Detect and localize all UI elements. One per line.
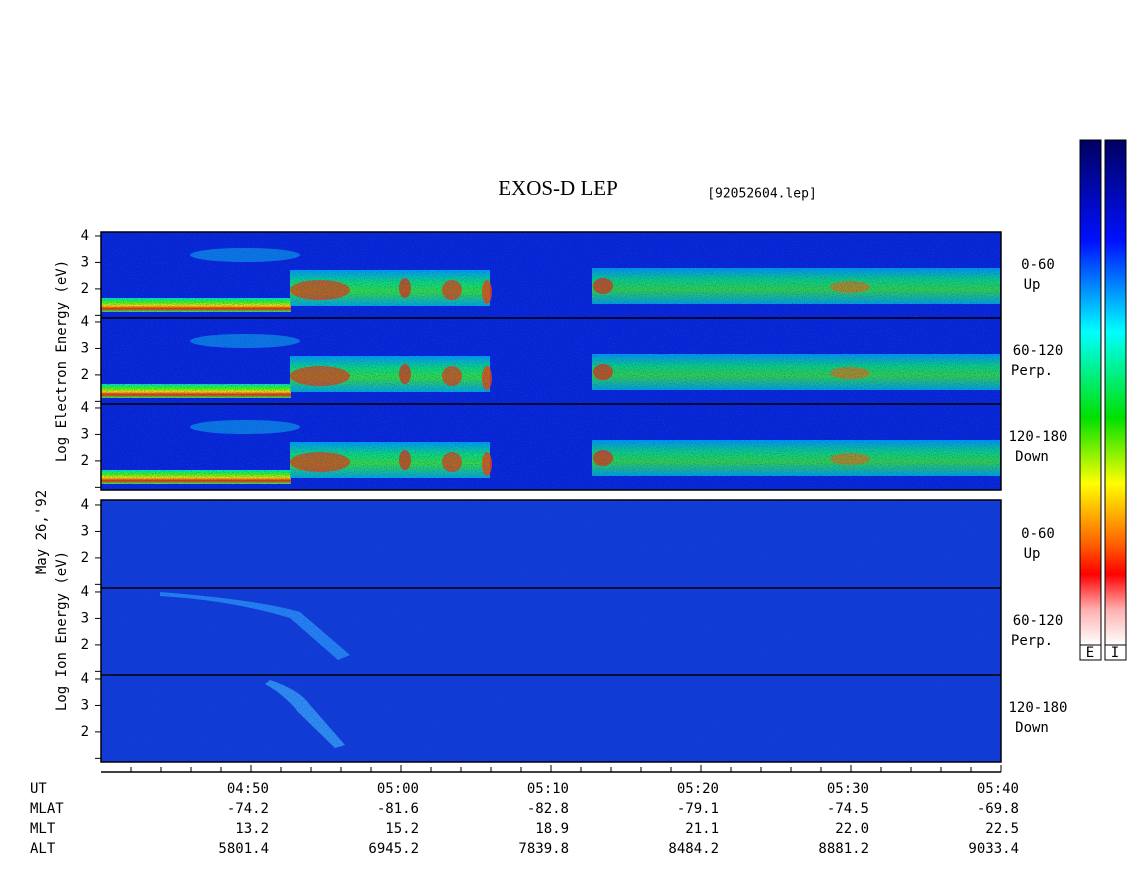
y-tick-label: 2 (81, 281, 89, 297)
ephemeris-value: 8881.2 (818, 841, 869, 857)
direction: Down (1015, 449, 1049, 465)
ephemeris-value: 8484.2 (668, 841, 719, 857)
x-tick-label: 05:40 (977, 781, 1019, 797)
date: May 26,'92 (34, 490, 50, 574)
colorbar-label: I (1111, 645, 1119, 661)
direction: Up (1024, 546, 1041, 562)
ephemeris-value: 22.0 (835, 821, 869, 837)
x-tick-label: 05:00 (377, 781, 419, 797)
y-tick-label: 3 (81, 340, 89, 356)
x-tick-label: 05:10 (527, 781, 569, 797)
ephemeris-value: -81.6 (377, 801, 419, 817)
y-tick-label: 2 (81, 637, 89, 653)
title: EXOS-D LEP (498, 176, 618, 200)
ephemeris-value: 15.2 (385, 821, 419, 837)
y-tick-label: 3 (81, 254, 89, 270)
pitch-angle: 60-120 (1013, 613, 1064, 629)
y-tick-label: 4 (81, 497, 89, 513)
direction: Perp. (1011, 363, 1053, 379)
ephemeris-value: -74.2 (227, 801, 269, 817)
x-tick-label: 04:50 (227, 781, 269, 797)
ephemeris-value: -82.8 (527, 801, 569, 817)
ephemeris-value: 21.1 (685, 821, 719, 837)
ephemeris-label: MLT (30, 821, 56, 837)
ephemeris-value: -79.1 (677, 801, 719, 817)
y-tick-label: 2 (81, 367, 89, 383)
ephemeris-header: UT (30, 781, 47, 797)
electron-spectrogram (101, 232, 1001, 490)
species-label: Log Electron Energy (eV) (54, 260, 70, 462)
y-tick-label: 4 (81, 671, 89, 687)
pitch-angle: 0-60 (1021, 526, 1055, 542)
y-tick-label: 4 (81, 584, 89, 600)
direction: Up (1024, 277, 1041, 293)
ephemeris-value: 9033.4 (968, 841, 1019, 857)
y-tick-label: 2 (81, 724, 89, 740)
file-name: [92052604.lep] (707, 187, 817, 202)
ephemeris-value: 6945.2 (368, 841, 419, 857)
x-tick-label: 05:30 (827, 781, 869, 797)
pitch-angle: 60-120 (1013, 343, 1064, 359)
x-tick-label: 05:20 (677, 781, 719, 797)
color-bars (1079, 139, 1127, 661)
pitch-angle: 120-180 (1008, 700, 1067, 716)
ephemeris-value: 22.5 (985, 821, 1019, 837)
ephemeris-label: ALT (30, 841, 56, 857)
ephemeris-value: 7839.8 (518, 841, 569, 857)
direction: Down (1015, 720, 1049, 736)
colorbar-label: E (1086, 645, 1094, 661)
pitch-angle: 120-180 (1008, 429, 1067, 445)
y-tick-label: 3 (81, 697, 89, 713)
y-tick-label: 4 (81, 314, 89, 330)
species-label: Log Ion Energy (eV) (54, 551, 70, 711)
pitch-angle: 0-60 (1021, 257, 1055, 273)
y-tick-label: 2 (81, 550, 89, 566)
y-tick-label: 4 (81, 400, 89, 416)
ephemeris-value: 5801.4 (218, 841, 269, 857)
y-tick-label: 3 (81, 426, 89, 442)
y-tick-label: 2 (81, 453, 89, 469)
y-tick-label: 3 (81, 523, 89, 539)
ephemeris-value: -74.5 (827, 801, 869, 817)
ion-spectrogram (101, 500, 1001, 762)
ephemeris-value: 13.2 (235, 821, 269, 837)
direction: Perp. (1011, 633, 1053, 649)
y-tick-label: 3 (81, 610, 89, 626)
y-tick-label: 4 (81, 228, 89, 244)
ephemeris-value: 18.9 (535, 821, 569, 837)
ephemeris-value: -69.8 (977, 801, 1019, 817)
ephemeris-label: MLAT (30, 801, 64, 817)
